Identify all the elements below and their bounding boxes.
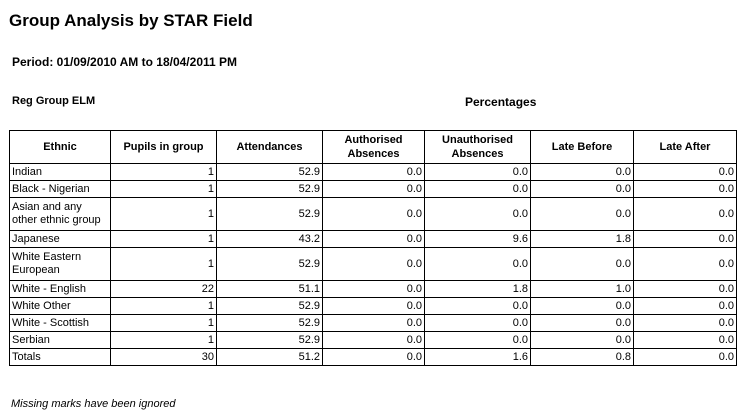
cell-pupils: 1 [110,230,217,248]
table-row: White - English 22 51.1 0.0 1.8 1.0 0.0 [9,280,737,298]
col-header-ethnic: Ethnic [9,130,111,164]
col-header-late-after: Late After [633,130,737,164]
analysis-table: Ethnic Pupils in group Attendances Autho… [9,130,737,366]
cell-late-after: 0.0 [633,230,737,248]
cell-attendances: 52.9 [216,331,323,349]
cell-ethnic: Asian and any other ethnic group [9,197,111,231]
cell-attendances: 52.9 [216,180,323,198]
table-row: Serbian 1 52.9 0.0 0.0 0.0 0.0 [9,331,737,349]
cell-authorised: 0.0 [322,230,425,248]
cell-late-after: 0.0 [633,297,737,315]
cell-ethnic: Totals [9,348,111,366]
cell-attendances: 52.9 [216,314,323,332]
cell-late-before: 0.0 [530,297,634,315]
cell-late-before: 0.0 [530,314,634,332]
cell-attendances: 51.1 [216,280,323,298]
cell-ethnic: White Eastern European [9,247,111,281]
col-header-pupils: Pupils in group [110,130,217,164]
cell-pupils: 1 [110,247,217,281]
cell-authorised: 0.0 [322,197,425,231]
col-header-unauthorised: Unauthorised Absences [424,130,531,164]
table-row: Black - Nigerian 1 52.9 0.0 0.0 0.0 0.0 [9,180,737,198]
cell-unauthorised: 0.0 [424,180,531,198]
table-row: Asian and any other ethnic group 1 52.9 … [9,197,737,231]
cell-unauthorised: 0.0 [424,314,531,332]
cell-pupils: 1 [110,331,217,349]
cell-authorised: 0.0 [322,297,425,315]
cell-authorised: 0.0 [322,163,425,181]
cell-pupils: 1 [110,314,217,332]
cell-unauthorised: 1.6 [424,348,531,366]
cell-unauthorised: 1.8 [424,280,531,298]
col-header-authorised: Authorised Absences [322,130,425,164]
cell-attendances: 52.9 [216,197,323,231]
cell-unauthorised: 0.0 [424,197,531,231]
table-row: Japanese 1 43.2 0.0 9.6 1.8 0.0 [9,230,737,248]
cell-late-before: 0.0 [530,163,634,181]
cell-unauthorised: 0.0 [424,247,531,281]
cell-late-after: 0.0 [633,348,737,366]
cell-attendances: 52.9 [216,247,323,281]
cell-ethnic: White - Scottish [9,314,111,332]
cell-attendances: 51.2 [216,348,323,366]
cell-pupils: 1 [110,163,217,181]
cell-late-before: 1.8 [530,230,634,248]
cell-unauthorised: 0.0 [424,331,531,349]
cell-unauthorised: 9.6 [424,230,531,248]
cell-authorised: 0.0 [322,180,425,198]
cell-late-before: 1.0 [530,280,634,298]
cell-pupils: 1 [110,180,217,198]
cell-pupils: 1 [110,197,217,231]
table-row: White Eastern European 1 52.9 0.0 0.0 0.… [9,247,737,281]
cell-ethnic: Serbian [9,331,111,349]
cell-authorised: 0.0 [322,314,425,332]
cell-late-after: 0.0 [633,331,737,349]
report-title: Group Analysis by STAR Field [9,11,253,30]
cell-late-before: 0.0 [530,197,634,231]
cell-authorised: 0.0 [322,247,425,281]
reg-group-label: Reg Group ELM [12,95,96,107]
cell-late-before: 0.0 [530,247,634,281]
cell-authorised: 0.0 [322,331,425,349]
cell-unauthorised: 0.0 [424,297,531,315]
cell-late-after: 0.0 [633,314,737,332]
cell-late-after: 0.0 [633,163,737,181]
cell-late-before: 0.8 [530,348,634,366]
cell-attendances: 43.2 [216,230,323,248]
cell-pupils: 1 [110,297,217,315]
table-row: White - Scottish 1 52.9 0.0 0.0 0.0 0.0 [9,314,737,332]
table-header-row: Ethnic Pupils in group Attendances Autho… [9,130,737,164]
cell-unauthorised: 0.0 [424,163,531,181]
table-row: White Other 1 52.9 0.0 0.0 0.0 0.0 [9,297,737,315]
cell-late-after: 0.0 [633,197,737,231]
cell-late-after: 0.0 [633,247,737,281]
cell-ethnic: Japanese [9,230,111,248]
cell-ethnic: Indian [9,163,111,181]
cell-authorised: 0.0 [322,348,425,366]
cell-late-before: 0.0 [530,180,634,198]
cell-pupils: 22 [110,280,217,298]
totals-row: Totals 30 51.2 0.0 1.6 0.8 0.0 [9,348,737,366]
cell-late-after: 0.0 [633,180,737,198]
cell-late-before: 0.0 [530,331,634,349]
col-header-late-before: Late Before [530,130,634,164]
percentages-label: Percentages [465,95,537,109]
table-row: Indian 1 52.9 0.0 0.0 0.0 0.0 [9,163,737,181]
cell-late-after: 0.0 [633,280,737,298]
cell-ethnic: White Other [9,297,111,315]
cell-ethnic: Black - Nigerian [9,180,111,198]
cell-attendances: 52.9 [216,163,323,181]
cell-pupils: 30 [110,348,217,366]
cell-attendances: 52.9 [216,297,323,315]
footnote: Missing marks have been ignored [11,398,176,410]
cell-ethnic: White - English [9,280,111,298]
report-period: Period: 01/09/2010 AM to 18/04/2011 PM [12,55,238,69]
col-header-attendances: Attendances [216,130,323,164]
cell-authorised: 0.0 [322,280,425,298]
